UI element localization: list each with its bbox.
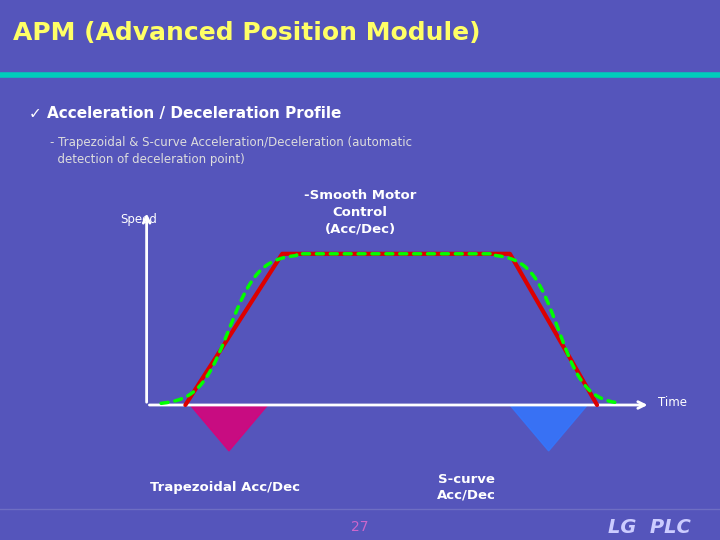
Text: - Trapezoidal & S-curve Acceleration/Deceleration (automatic: - Trapezoidal & S-curve Acceleration/Dec… — [50, 136, 413, 149]
Text: S-curve
Acc/Dec: S-curve Acc/Dec — [437, 472, 495, 502]
Text: -Smooth Motor
Control
(Acc/Dec): -Smooth Motor Control (Acc/Dec) — [304, 188, 416, 235]
Text: Speed: Speed — [120, 213, 157, 226]
Polygon shape — [510, 405, 588, 451]
Text: APM (Advanced Position Module): APM (Advanced Position Module) — [13, 21, 480, 45]
Text: Time: Time — [657, 396, 687, 409]
Text: LG  PLC: LG PLC — [608, 518, 691, 537]
Text: Trapezoidal Acc/Dec: Trapezoidal Acc/Dec — [150, 481, 300, 494]
Text: detection of deceleration point): detection of deceleration point) — [50, 153, 245, 166]
Text: ✓ Acceleration / Deceleration Profile: ✓ Acceleration / Deceleration Profile — [29, 106, 341, 121]
Text: 27: 27 — [351, 520, 369, 534]
Polygon shape — [190, 405, 268, 451]
